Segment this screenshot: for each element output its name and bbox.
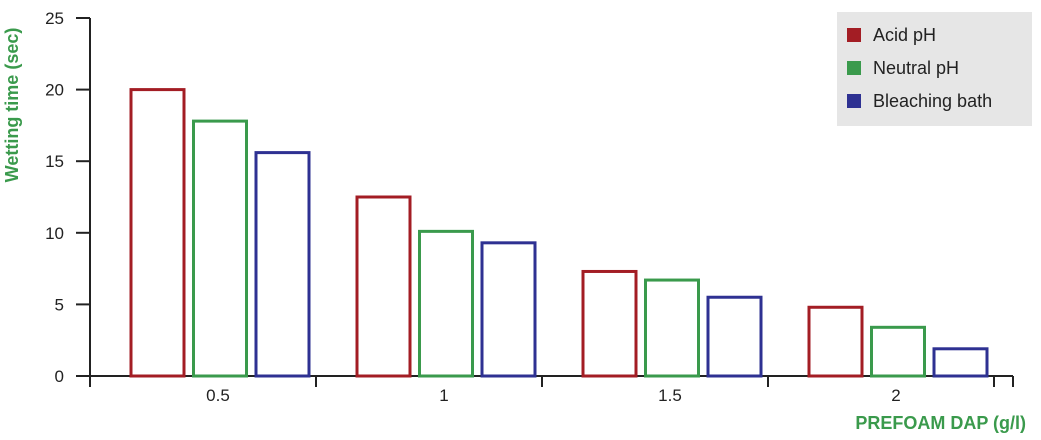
y-tick-label: 5 (55, 295, 64, 314)
x-tick-label: 1.5 (658, 386, 682, 405)
x-tick-label: 1 (439, 386, 448, 405)
bar (932, 347, 989, 378)
legend-swatch (847, 94, 861, 108)
x-axis-title: PREFOAM DAP (g/l) (855, 413, 1026, 433)
legend-label: Acid pH (873, 25, 936, 45)
x-tick-label: 2 (891, 386, 900, 405)
legend-label: Bleaching bath (873, 91, 992, 111)
bars (129, 88, 989, 378)
bar (192, 119, 248, 378)
bar (355, 195, 412, 378)
legend-background (837, 12, 1032, 126)
legend-swatch (847, 28, 861, 42)
y-tick-label: 10 (45, 224, 64, 243)
y-tick-label: 25 (45, 9, 64, 28)
y-tick-label: 15 (45, 152, 64, 171)
x-tick-label: 0.5 (206, 386, 230, 405)
y-tick-label: 20 (45, 81, 64, 100)
bar (807, 305, 864, 378)
y-tick-label: 0 (55, 367, 64, 386)
bar (418, 229, 474, 378)
bar (581, 269, 638, 378)
bar (870, 325, 926, 378)
bar (254, 151, 311, 378)
legend: Acid pH Neutral pH Bleaching bath (837, 12, 1032, 126)
legend-label: Neutral pH (873, 58, 959, 78)
bar (480, 241, 537, 378)
y-axis-title: Wetting time (sec) (2, 28, 22, 183)
bar (706, 295, 763, 378)
y-axis-ticks: 0 5 10 15 20 25 (45, 9, 90, 386)
legend-swatch (847, 61, 861, 75)
x-axis-ticks: 0.5 1 1.5 2 (89, 376, 1014, 405)
bar (644, 278, 700, 378)
bar (129, 88, 186, 378)
